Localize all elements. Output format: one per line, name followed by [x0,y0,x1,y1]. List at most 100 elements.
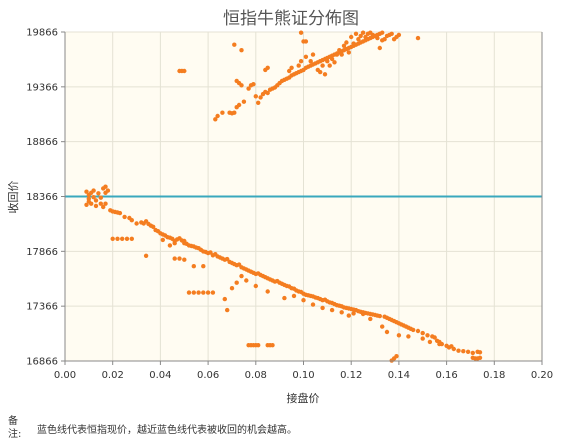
data-point [143,253,149,258]
data-point [167,243,173,248]
data-point [461,349,466,354]
data-point [110,236,115,241]
data-point [98,201,104,206]
data-point [253,94,258,99]
data-point [282,295,287,301]
data-point [303,39,309,44]
data-point [411,327,416,333]
data-point [346,313,351,318]
data-point [344,40,349,45]
data-point [220,110,225,115]
data-point [427,339,433,345]
data-point [84,202,89,207]
data-point [124,236,130,241]
data-point [339,52,344,57]
data-point [160,237,165,243]
data-point [325,59,330,64]
data-point [265,90,270,96]
data-point [396,32,402,38]
data-point [415,35,421,41]
data-point [234,280,239,285]
y-tick-label: 16866 [26,357,58,368]
data-point [229,286,235,291]
x-tick-label: 0.00 [54,370,76,381]
data-point [201,290,206,295]
x-tick-label: 0.16 [435,370,457,381]
data-point [191,264,196,269]
data-point [115,236,120,241]
data-point [377,45,382,51]
data-point [456,348,461,353]
data-point [129,218,134,223]
y-tick-label: 19866 [26,28,58,39]
data-point [360,311,366,317]
data-point [86,199,92,204]
x-axis-label: 接盘价 [287,391,320,405]
data-point [291,293,297,299]
data-point [120,236,125,241]
data-point [213,117,218,122]
data-point [341,43,347,48]
x-tick-label: 0.02 [102,370,124,381]
data-point [265,289,270,294]
data-point [329,56,335,62]
data-point [351,41,356,46]
data-point [337,48,342,53]
data-point [91,188,96,193]
y-tick-label: 17866 [26,247,58,258]
data-point [270,343,275,348]
data-point [225,307,230,313]
data-point [258,95,263,100]
data-point [129,236,134,241]
data-point [134,221,139,226]
data-point [477,355,483,360]
data-point [327,63,332,68]
data-point [222,296,227,302]
data-point [182,238,187,244]
data-point [236,102,242,108]
y-tick-label: 18366 [26,192,58,203]
data-point [239,273,244,279]
data-point [103,184,108,189]
data-point [265,65,270,71]
x-tick-label: 0.18 [483,370,505,381]
data-point [151,224,156,229]
data-point [322,72,328,77]
data-point [93,203,99,209]
data-point [349,34,354,40]
data-point [334,52,340,57]
data-point [449,344,454,349]
data-point [122,214,127,220]
y-tick-label: 19366 [26,82,58,93]
data-point [244,278,249,283]
data-point [117,210,123,216]
x-axis-ticks: 0.00 0.02 0.04 0.06 0.08 0.10 0.12 0.14 0.16 0.18… [54,361,553,381]
note-text: 蓝色线代表恒指现价，越近蓝色线代表被收回的机会越高。 [37,425,297,436]
data-point [360,30,366,35]
x-tick-label: 0.20 [531,370,553,381]
data-point [246,86,251,91]
data-point [432,335,437,340]
data-point [437,341,442,347]
data-point [234,78,239,84]
data-point [303,54,309,59]
data-point [420,336,425,341]
data-point [232,110,237,115]
data-point [287,68,292,74]
data-point [172,241,177,246]
data-point [465,349,471,354]
data-point [256,343,261,348]
data-point [253,283,258,289]
data-point [298,30,304,35]
data-point [191,290,196,295]
data-point [98,195,104,200]
chart-title: 恒指牛熊证分佈图 [223,9,359,29]
data-point [301,298,306,303]
data-point [251,82,256,87]
data-point [298,59,304,64]
data-point [103,201,108,206]
data-point [384,329,390,335]
data-point [477,350,483,355]
data-point [232,42,237,47]
